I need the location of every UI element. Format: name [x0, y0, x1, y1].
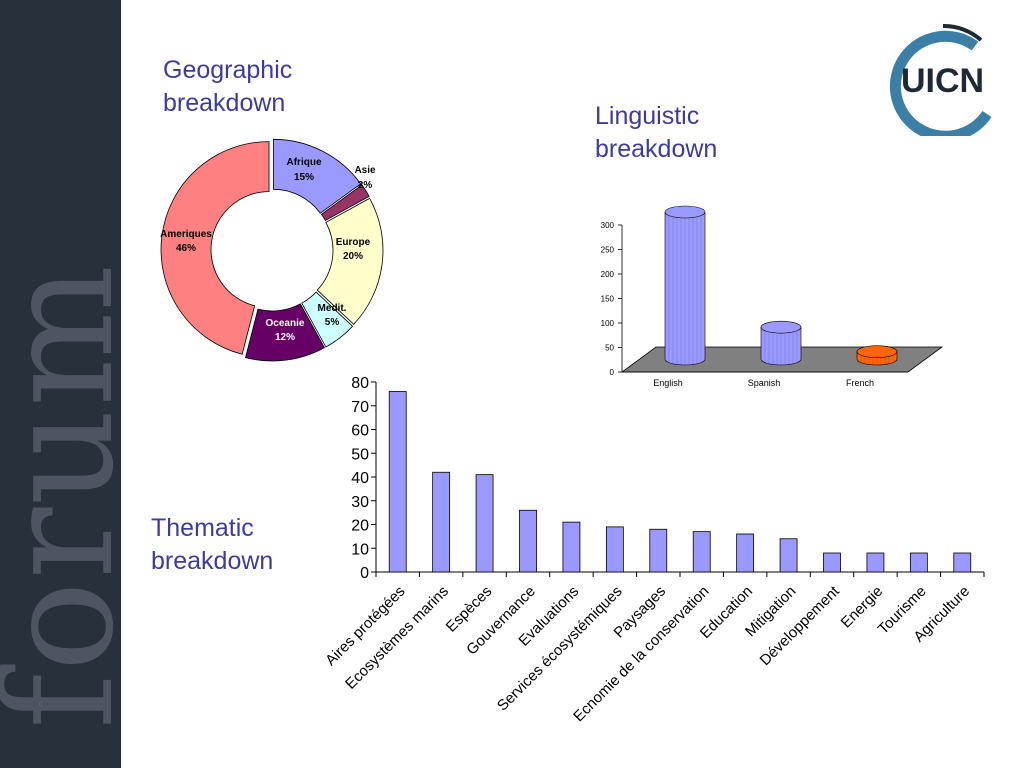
y-tick-label: 250 [601, 246, 615, 255]
slice-percent: 20% [343, 251, 363, 262]
slice-percent: 2% [358, 180, 373, 191]
y-tick-label: 30 [351, 494, 369, 511]
y-tick-label: 300 [601, 221, 615, 230]
y-tick-label: 50 [351, 446, 369, 463]
y-tick-label: 50 [605, 344, 614, 353]
cylinder-top [664, 205, 706, 219]
bar [823, 552, 841, 573]
cylinder-bar [760, 326, 802, 366]
bar [432, 471, 451, 573]
slice-label: Asie [354, 165, 376, 176]
linguistic-heading: Linguistic breakdown [595, 102, 718, 163]
cylinder-top [856, 345, 898, 358]
logo-text: UICN [901, 62, 984, 100]
bar [866, 552, 885, 573]
bar [388, 391, 407, 573]
slice-label: Oceanie [266, 318, 305, 329]
slice-percent: 46% [176, 243, 196, 254]
slice-percent: 5% [325, 317, 340, 328]
donut-slice [301, 291, 354, 348]
bar [909, 552, 928, 573]
slice-percent: 12% [275, 332, 295, 343]
y-tick-label: 70 [351, 399, 369, 416]
slice-label: Europe [336, 237, 371, 248]
donut-slice [160, 141, 270, 355]
bar [605, 526, 624, 573]
x-category-label: Spanish [748, 378, 781, 388]
y-tick-label: 10 [351, 541, 369, 558]
bar [736, 533, 755, 573]
y-tick-label: 40 [351, 470, 369, 487]
donut-slice [320, 184, 370, 221]
donut-slice [245, 303, 325, 362]
sidebar: forum [0, 0, 121, 768]
slice-label: Afrique [287, 157, 322, 168]
y-tick-label: 150 [601, 295, 615, 304]
bar [475, 474, 494, 573]
cylinder-bar [664, 211, 706, 366]
x-category-label: French [846, 378, 874, 388]
bar [562, 521, 581, 573]
y-tick-label: 60 [351, 423, 369, 440]
donut-slice [316, 197, 384, 325]
thematic-heading: Thematic breakdown [151, 514, 274, 575]
donut-slice [272, 138, 362, 214]
slice-label: Ameriques [160, 229, 212, 240]
y-tick-label: 100 [601, 319, 615, 328]
y-tick-label: 80 [351, 375, 369, 392]
bar [649, 528, 668, 573]
y-tick-label: 0 [610, 368, 615, 377]
geographic-heading: Geographic breakdown [163, 56, 293, 117]
bar [692, 531, 711, 573]
y-tick-label: 200 [601, 270, 615, 279]
y-tick-label: 20 [351, 518, 369, 535]
slice-percent: 15% [294, 172, 314, 183]
slice-label: Medit. [318, 303, 347, 314]
uicn-logo: UICN [889, 24, 992, 136]
y-tick-label: 0 [360, 565, 369, 582]
bar [779, 538, 798, 573]
bar [519, 509, 537, 573]
bar [953, 552, 972, 573]
cylinder-top [760, 320, 802, 334]
x-category-label: English [653, 378, 683, 388]
x-category-label: Développement [757, 582, 844, 669]
